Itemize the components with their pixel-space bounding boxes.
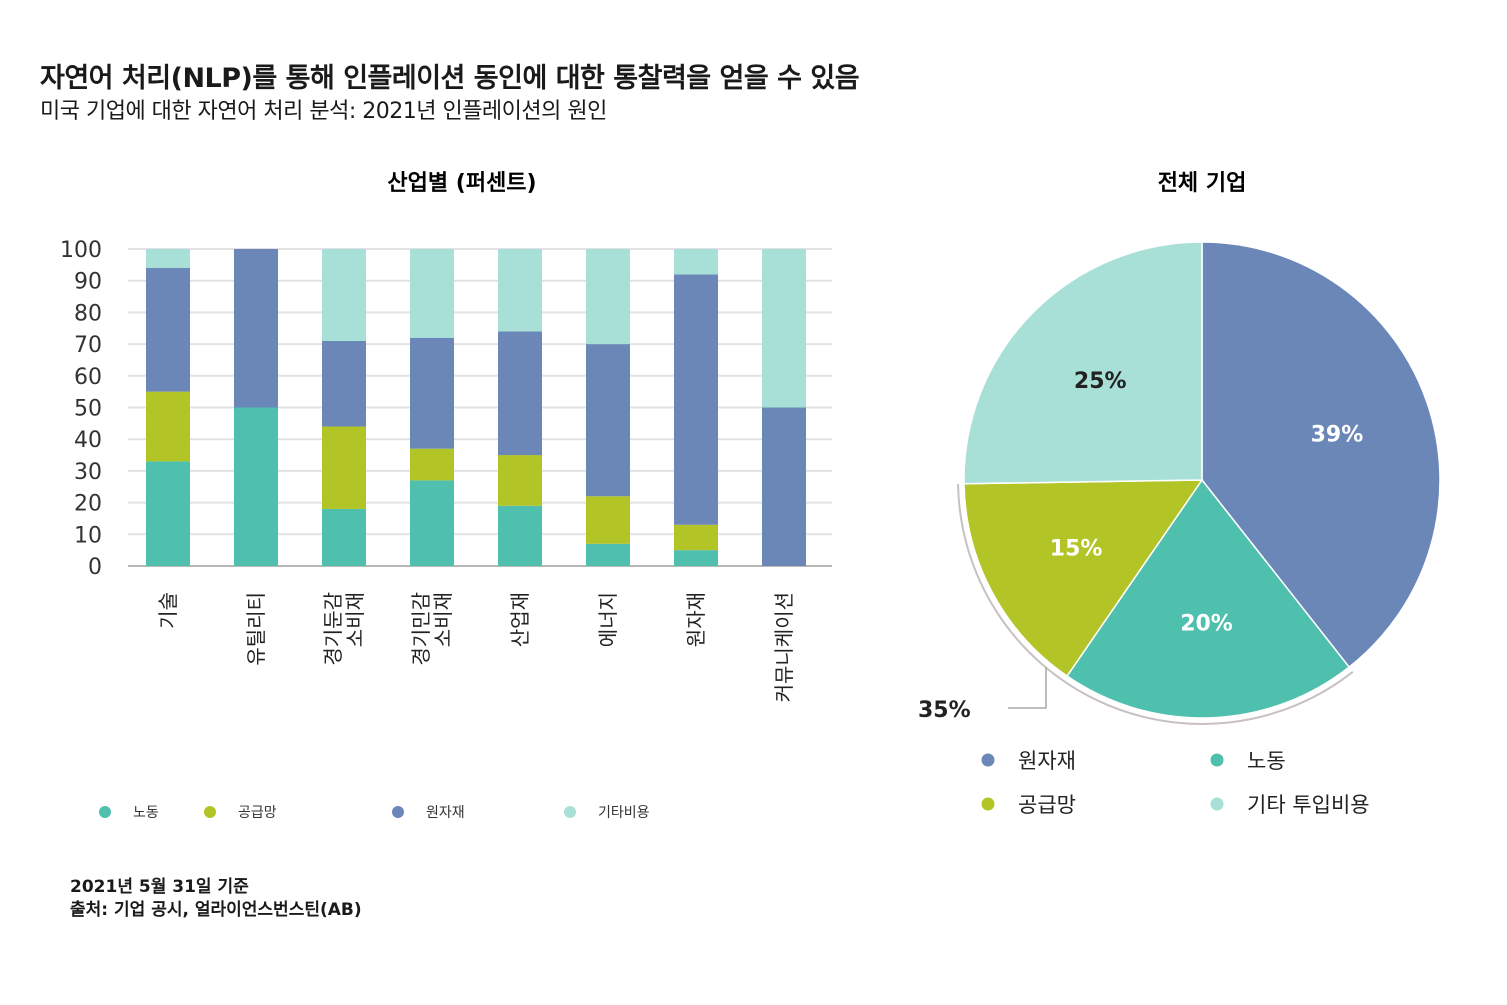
bar-segment [674, 550, 718, 566]
bar-segment [146, 391, 190, 462]
x-tick-label: 산업재 [508, 592, 532, 647]
pie-legend-marker [1210, 753, 1224, 767]
y-tick-label: 80 [74, 301, 102, 326]
x-tick-label: 에너지 [596, 592, 620, 647]
bar-segment [586, 249, 630, 345]
pie-legend-label: 공급망 [1018, 793, 1076, 817]
footnote-source: 출처: 기업 공시, 얼라이언스번스틴(AB) [70, 900, 362, 920]
pie-slice [1065, 478, 1351, 719]
bar-segment [674, 274, 718, 525]
pie-slice-label: 25% [1074, 369, 1127, 394]
pie-legend-label: 기타 투입비용 [1247, 793, 1370, 817]
pie-legend-marker [981, 797, 995, 811]
callout-label: 35% [918, 698, 971, 723]
bar-segment [234, 249, 278, 408]
y-tick-label: 100 [60, 238, 102, 263]
bar-segment [410, 448, 454, 481]
bar-segment [498, 505, 542, 566]
bar-segment [322, 508, 366, 566]
legend-label: 원자재 [426, 805, 465, 821]
bar-segment [322, 249, 366, 341]
legend-label: 노동 [133, 805, 159, 821]
callout-arc [957, 483, 1354, 725]
legend-marker [99, 806, 111, 818]
bar-segment [498, 331, 542, 456]
callout-line [1008, 667, 1047, 709]
bar-segment [762, 249, 806, 408]
pie-legend-marker [981, 753, 995, 767]
page-subtitle: 미국 기업에 대한 자연어 처리 분석: 2021년 인플레이션의 원인 [40, 99, 607, 124]
legend-marker [204, 806, 216, 818]
legend-marker [564, 806, 576, 818]
pie-slice-label: 15% [1050, 536, 1103, 561]
bar-segment [498, 455, 542, 506]
bar-segment [146, 249, 190, 269]
x-tick-label: 소비재 [431, 592, 455, 647]
bar-segment [234, 407, 278, 566]
legend-label: 기타비용 [598, 805, 650, 821]
pie-slice [963, 241, 1203, 485]
y-tick-label: 30 [74, 460, 102, 485]
bar-segment [674, 249, 718, 275]
y-tick-label: 50 [74, 397, 102, 422]
x-tick-label: 원자재 [684, 592, 708, 647]
footnote-date: 2021년 5월 31일 기준 [70, 877, 249, 897]
bar-segment [322, 426, 366, 509]
bar-segment [586, 543, 630, 566]
bar-segment [586, 344, 630, 497]
bar-segment [674, 524, 718, 551]
bar-chart-title: 산업별 (퍼센트) [387, 171, 536, 196]
bar-segment [762, 407, 806, 566]
pie-slice [963, 479, 1204, 678]
bar-segment [410, 480, 454, 566]
y-tick-label: 20 [74, 492, 102, 517]
pie-legend-label: 노동 [1247, 749, 1286, 773]
bar-segment [410, 337, 454, 449]
y-tick-label: 60 [74, 365, 102, 390]
legend-marker [392, 806, 404, 818]
x-tick-label: 경기둔감 [321, 592, 345, 666]
pie-slice-label: 20% [1180, 612, 1233, 637]
bar-segment [146, 461, 190, 566]
x-tick-label: 유틸리티 [244, 592, 268, 666]
bar-segment [322, 340, 366, 427]
x-tick-label: 소비재 [343, 592, 367, 647]
x-tick-label: 커뮤니케이션 [772, 592, 796, 702]
pie-legend-label: 원자재 [1018, 749, 1076, 773]
bar-segment [146, 268, 190, 392]
y-tick-label: 90 [74, 270, 102, 295]
x-tick-label: 기술 [156, 592, 180, 629]
bar-segment [410, 249, 454, 338]
page-title: 자연어 처리(NLP)를 통해 인플레이션 동인에 대한 통찰력을 얻을 수 있… [40, 63, 860, 94]
pie-legend-marker [1210, 797, 1224, 811]
y-tick-label: 10 [74, 523, 102, 548]
legend-label: 공급망 [238, 805, 277, 821]
bar-segment [586, 496, 630, 544]
pie-chart-title: 전체 기업 [1158, 171, 1247, 196]
pie-slice [1201, 241, 1441, 669]
y-tick-label: 70 [74, 333, 102, 358]
y-tick-label: 0 [88, 555, 102, 580]
pie-slice-label: 39% [1311, 422, 1364, 447]
bar-segment [498, 249, 542, 332]
y-tick-label: 40 [74, 428, 102, 453]
x-tick-label: 경기민감 [409, 592, 433, 666]
